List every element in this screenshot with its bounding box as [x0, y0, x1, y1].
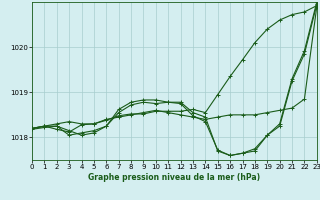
X-axis label: Graphe pression niveau de la mer (hPa): Graphe pression niveau de la mer (hPa): [88, 173, 260, 182]
